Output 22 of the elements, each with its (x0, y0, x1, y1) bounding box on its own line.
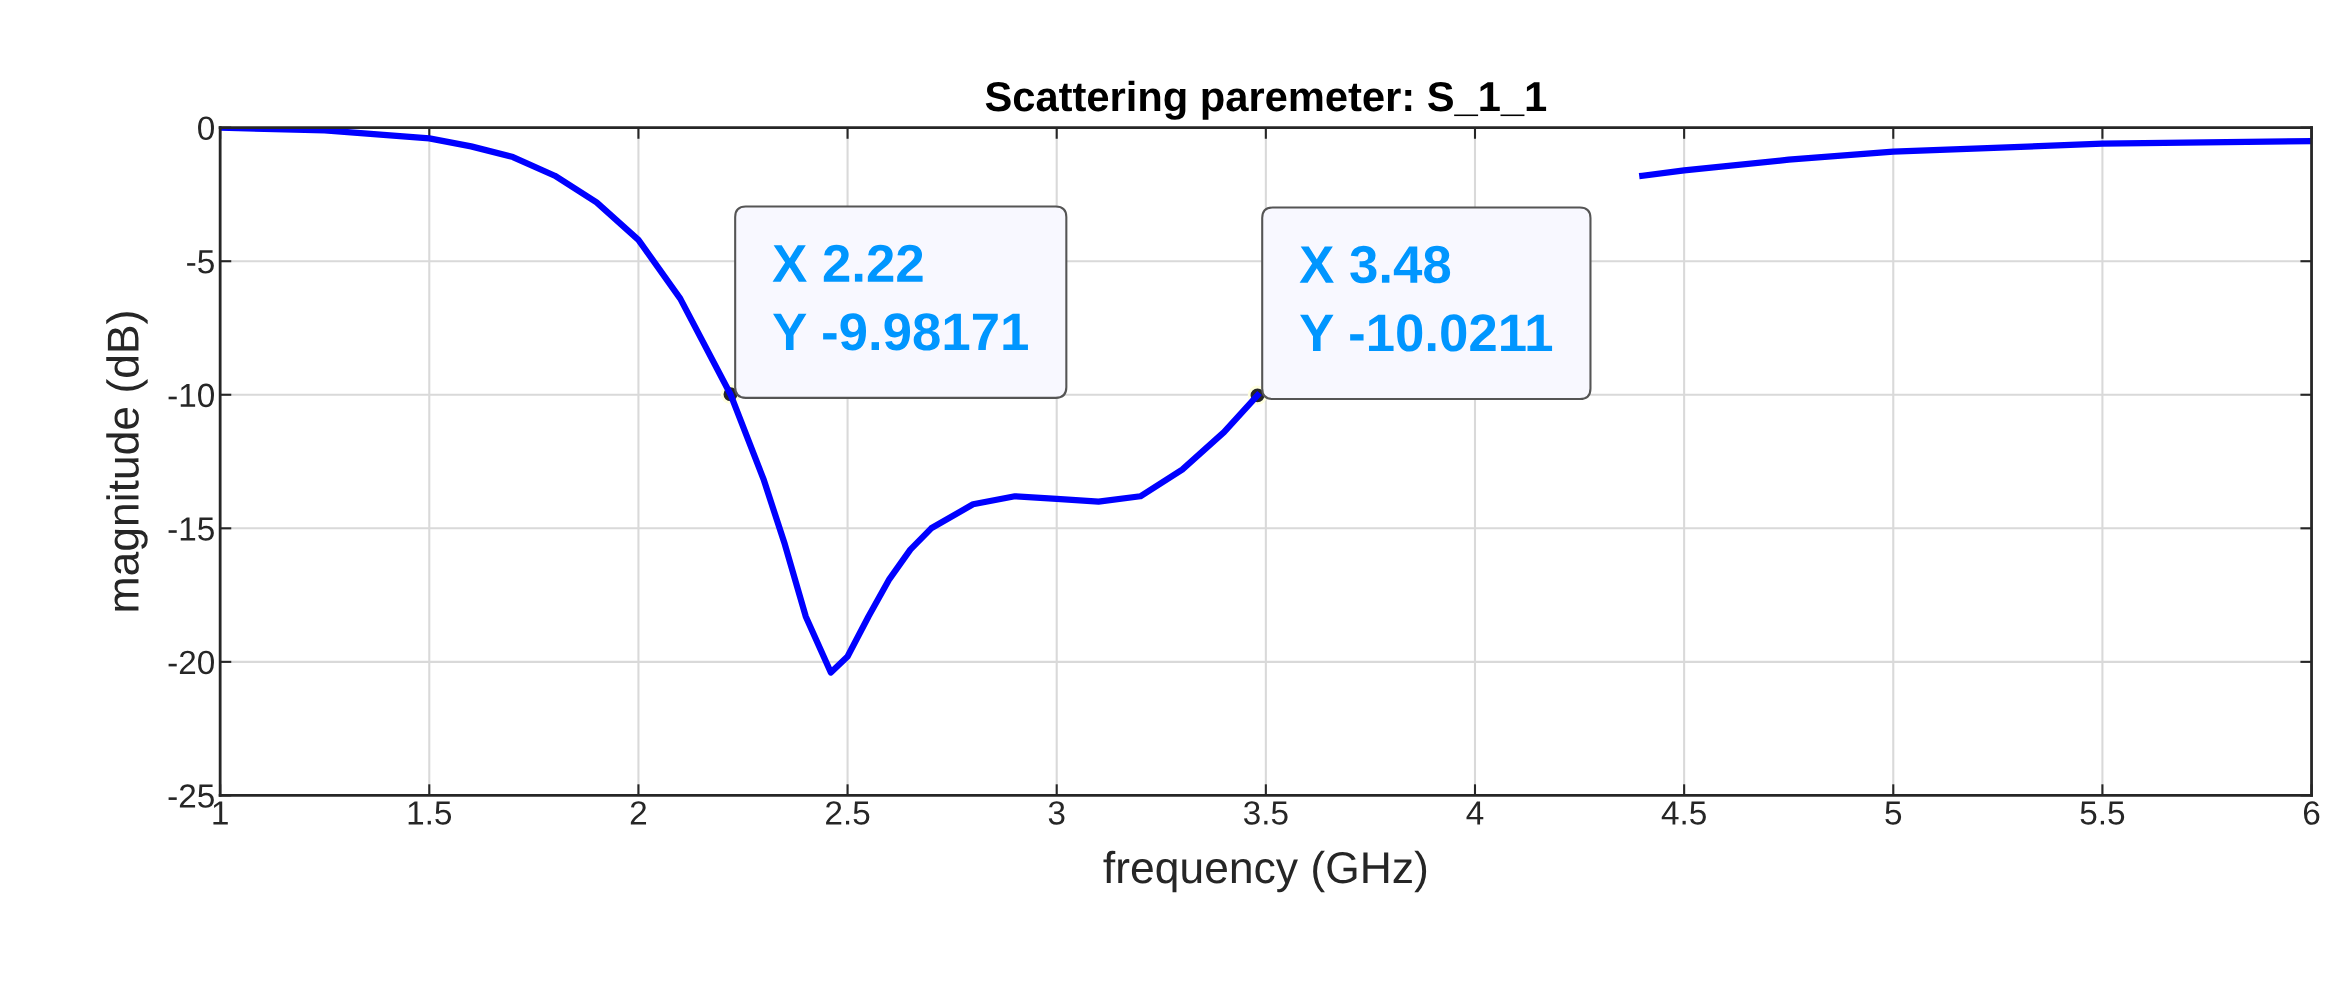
y-axis-title: magnitude (dB) (106, 312, 148, 611)
x-tick-label: 1 (213, 801, 228, 825)
annotation: X 3.48 Y -10.0211 (1299, 245, 1553, 352)
x-tick-label: 2.5 (826, 801, 870, 825)
y-tick-label: -5 (187, 250, 214, 274)
annotation: X 2.22 Y -9.98171 (772, 244, 1028, 351)
x-tick-label: 6 (2303, 801, 2320, 825)
x-tick-label: 2 (630, 801, 647, 825)
x-tick-label: 3 (1048, 801, 1065, 825)
x-tick-label: 1.5 (408, 801, 452, 825)
chart-title: Scattering paremeter: S_1_1 (985, 80, 1547, 120)
y-tick-label: -25 (168, 784, 214, 808)
y-tick-label: -10 (168, 383, 214, 408)
x-tick-label: 5.5 (2080, 801, 2125, 825)
x-tick-label: 5 (1885, 801, 1902, 825)
x-tick-label: 4 (1466, 801, 1484, 825)
x-axis-title: frequency (GHz) (1103, 850, 1427, 893)
y-tick-label: 0 (198, 116, 214, 141)
x-tick-label: 3.5 (1243, 801, 1288, 825)
x-tick-label: 4.5 (1661, 801, 1706, 825)
y-tick-label: -20 (168, 650, 214, 675)
y-tick-label: -15 (168, 517, 214, 541)
